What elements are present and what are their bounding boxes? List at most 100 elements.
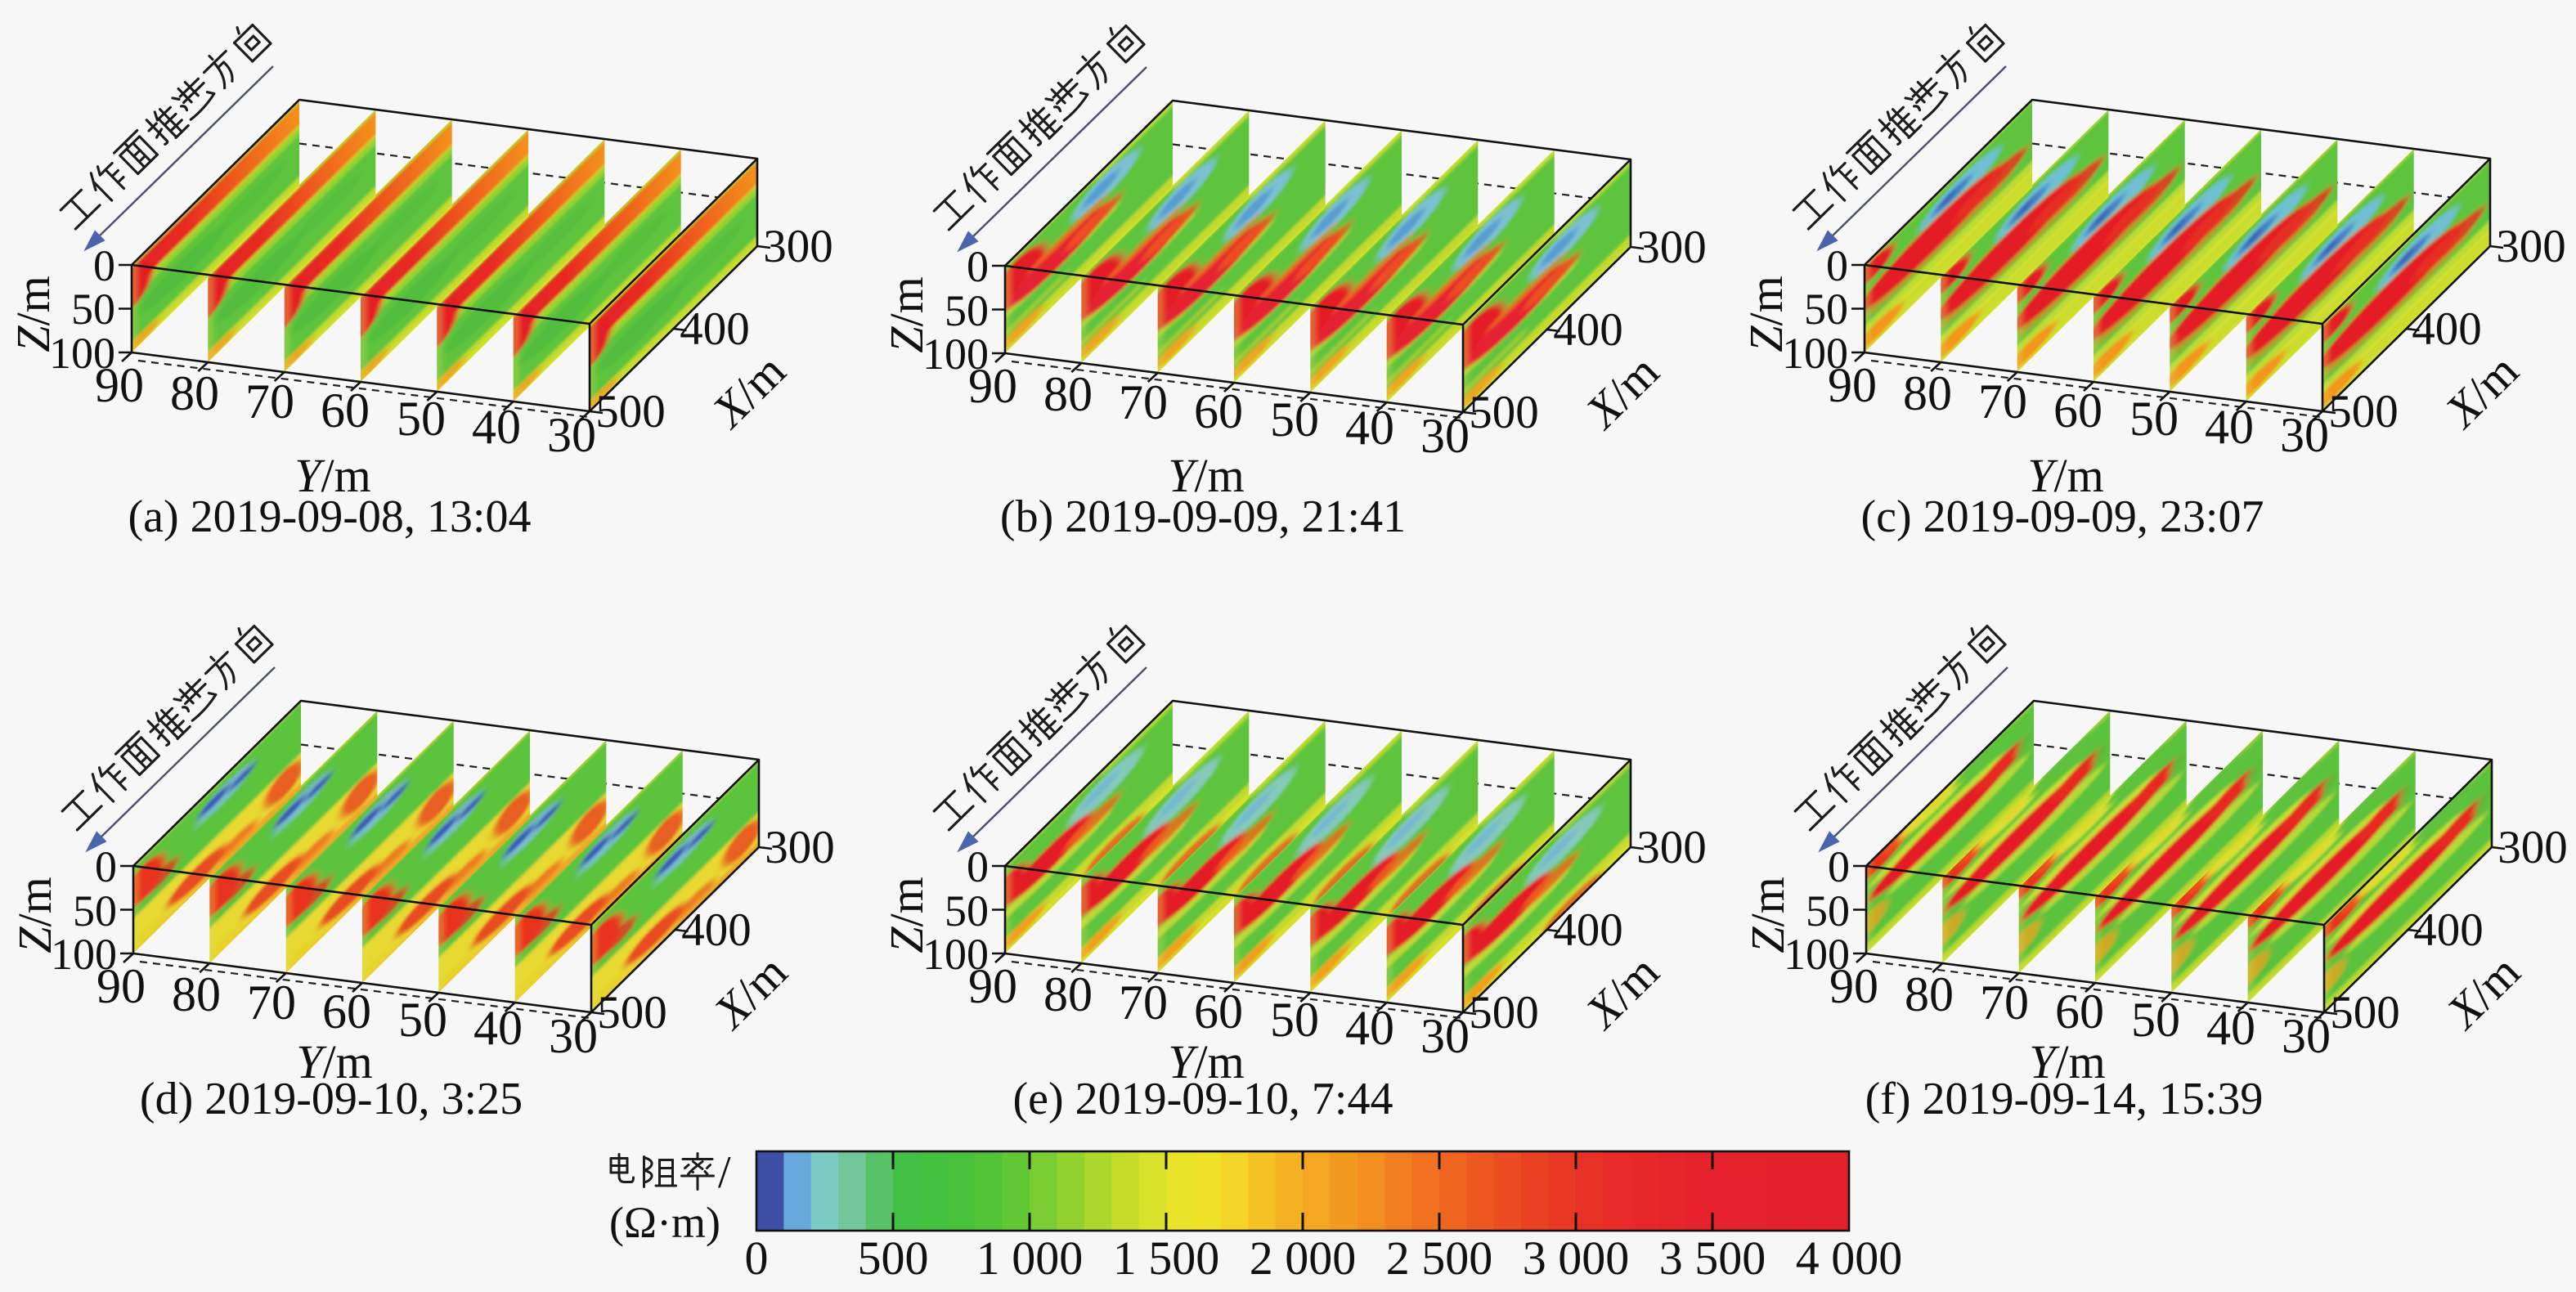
svg-text:30: 30 [549, 1009, 598, 1063]
svg-text:400: 400 [681, 904, 752, 956]
svg-text:500: 500 [1469, 987, 1539, 1039]
svg-text:70: 70 [247, 976, 296, 1030]
svg-text:500: 500 [1469, 387, 1539, 438]
svg-text:(f) 2019-09-14, 15:39: (f) 2019-09-14, 15:39 [1865, 1074, 2264, 1124]
svg-text:50: 50 [397, 392, 446, 446]
svg-text:70: 70 [245, 375, 294, 428]
svg-text:60: 60 [1194, 384, 1243, 438]
svg-text:80: 80 [172, 967, 221, 1021]
svg-text:Z/m: Z/m [7, 276, 60, 352]
svg-text:80: 80 [1905, 967, 1954, 1021]
svg-text:30: 30 [2282, 1009, 2331, 1063]
svg-text:70: 70 [1119, 375, 1168, 429]
svg-text:100: 100 [922, 930, 989, 979]
svg-text:50: 50 [1270, 393, 1319, 446]
svg-text:300: 300 [2496, 221, 2566, 272]
svg-text:40: 40 [1345, 401, 1394, 455]
svg-text:50: 50 [2131, 993, 2180, 1047]
svg-text:Z/m: Z/m [1739, 276, 1793, 352]
svg-text:80: 80 [170, 366, 219, 420]
svg-text:50: 50 [1270, 993, 1319, 1047]
svg-text:300: 300 [1636, 822, 1707, 873]
svg-text:0: 0 [1826, 241, 1848, 290]
svg-text:400: 400 [1553, 304, 1623, 356]
svg-text:0: 0 [967, 242, 989, 291]
svg-text:30: 30 [2280, 408, 2329, 462]
svg-text:70: 70 [1980, 976, 2029, 1030]
svg-text:2 500: 2 500 [1386, 1231, 1493, 1285]
svg-text:Y/m: Y/m [296, 1035, 373, 1088]
svg-text:50: 50 [945, 286, 989, 335]
svg-text:40: 40 [2205, 400, 2254, 454]
svg-text:50: 50 [2129, 392, 2179, 446]
svg-text:30: 30 [1420, 409, 1470, 463]
svg-text:80: 80 [1043, 367, 1093, 421]
svg-text:300: 300 [1636, 222, 1707, 273]
svg-text:100: 100 [51, 930, 117, 979]
svg-text:40: 40 [1345, 1001, 1394, 1055]
svg-text:30: 30 [547, 408, 596, 462]
svg-text:500: 500 [2330, 987, 2400, 1039]
svg-text:90: 90 [95, 358, 144, 412]
svg-text:90: 90 [968, 959, 1017, 1013]
svg-text:Y/m: Y/m [1168, 449, 1245, 502]
svg-text:500: 500 [595, 386, 666, 437]
svg-text:(Ω·m): (Ω·m) [609, 1198, 720, 1247]
svg-text:(d) 2019-09-10, 3:25: (d) 2019-09-10, 3:25 [140, 1074, 523, 1124]
svg-text:60: 60 [2053, 384, 2103, 437]
svg-text:0: 0 [967, 842, 989, 891]
svg-text:40: 40 [2206, 1001, 2255, 1055]
svg-text:100: 100 [1782, 329, 1848, 378]
svg-text:90: 90 [1829, 959, 1878, 1013]
svg-text:50: 50 [1804, 285, 1848, 334]
svg-text:1 000: 1 000 [976, 1231, 1084, 1285]
svg-text:500: 500 [2328, 386, 2399, 437]
svg-text:50: 50 [1806, 886, 1850, 935]
svg-text:500: 500 [858, 1231, 929, 1285]
svg-text:50: 50 [945, 886, 989, 935]
svg-text:400: 400 [1553, 904, 1623, 956]
svg-text:0: 0 [95, 842, 117, 891]
svg-text:300: 300 [763, 221, 833, 272]
svg-text:80: 80 [1903, 366, 1952, 420]
svg-text:50: 50 [73, 886, 117, 935]
svg-text:70: 70 [1119, 976, 1168, 1030]
svg-text:100: 100 [922, 330, 989, 379]
svg-text:100: 100 [1784, 930, 1850, 979]
svg-text:0: 0 [1828, 842, 1850, 891]
svg-text:(a) 2019-09-08, 13:04: (a) 2019-09-08, 13:04 [128, 491, 531, 542]
svg-text:3 500: 3 500 [1659, 1231, 1766, 1285]
svg-text:90: 90 [1828, 358, 1877, 412]
svg-text:(b) 2019-09-09, 21:41: (b) 2019-09-09, 21:41 [1000, 491, 1406, 542]
svg-text:300: 300 [765, 822, 835, 873]
svg-text:0: 0 [93, 241, 115, 290]
svg-text:30: 30 [1420, 1009, 1470, 1063]
svg-text:50: 50 [71, 285, 115, 334]
svg-text:Z/m: Z/m [1741, 877, 1794, 953]
svg-text:Z/m: Z/m [8, 877, 61, 953]
svg-text:4 000: 4 000 [1796, 1231, 1903, 1285]
svg-text:Z/m: Z/m [880, 276, 933, 353]
svg-text:60: 60 [322, 985, 371, 1039]
svg-text:Y/m: Y/m [294, 449, 371, 502]
svg-text:2 000: 2 000 [1250, 1231, 1357, 1285]
svg-text:90: 90 [968, 359, 1017, 413]
svg-text:70: 70 [1978, 375, 2027, 428]
svg-text:90: 90 [96, 959, 146, 1013]
svg-text:Y/m: Y/m [1168, 1035, 1245, 1088]
svg-text:80: 80 [1043, 967, 1093, 1021]
svg-text:Y/m: Y/m [2029, 1035, 2106, 1088]
svg-text:400: 400 [680, 303, 750, 355]
svg-text:400: 400 [2412, 303, 2482, 355]
svg-text:300: 300 [2497, 822, 2568, 873]
svg-text:60: 60 [321, 384, 370, 437]
svg-text:Z/m: Z/m [880, 877, 933, 953]
svg-text:/: / [718, 1147, 731, 1198]
svg-text:3 000: 3 000 [1523, 1231, 1630, 1285]
svg-text:40: 40 [472, 400, 521, 454]
svg-text:(e) 2019-09-10, 7:44: (e) 2019-09-10, 7:44 [1012, 1074, 1393, 1124]
svg-text:100: 100 [49, 329, 115, 378]
svg-text:(c) 2019-09-09, 23:07: (c) 2019-09-09, 23:07 [1860, 491, 2264, 542]
svg-text:500: 500 [597, 987, 667, 1039]
svg-text:60: 60 [2055, 985, 2104, 1039]
